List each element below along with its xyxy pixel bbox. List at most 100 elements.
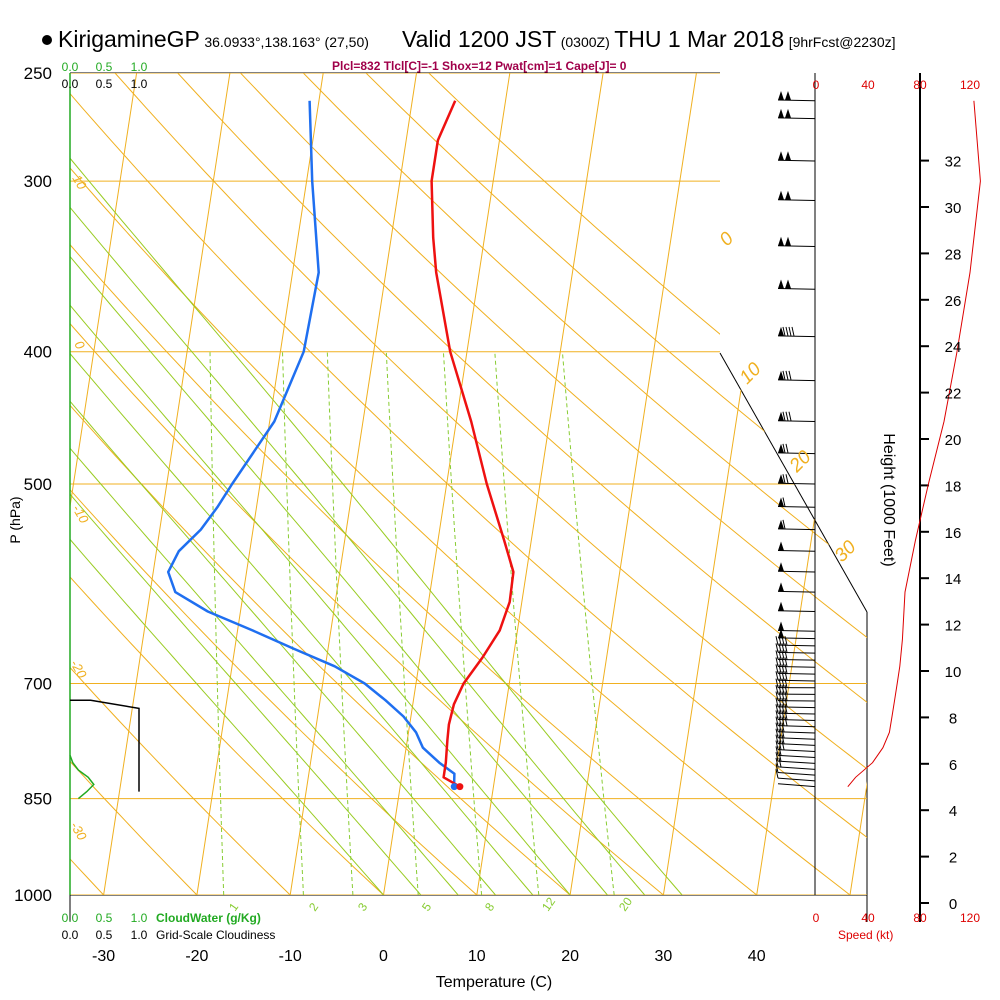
dry-adiabat-line [70,73,571,895]
isotherm-label: -30 [67,819,90,843]
dry-adiabat-line [70,73,851,895]
site-name: KirigamineGP [58,26,200,52]
wind-barb-flag [782,443,786,453]
wind-barb-flag [782,411,786,421]
wind-barb-flag [775,769,779,779]
cloudwater-scale-top: 0.0 [62,60,79,74]
wind-pennant [785,108,791,118]
moist-adiabat-line [70,73,571,895]
valid-zulu: (0300Z) [560,34,610,50]
isotherm-label: -20 [67,657,90,681]
isotherm-line [476,73,604,895]
cloudiness-line [70,699,140,792]
cloudwater-scale-top: 0.5 [96,60,113,74]
wind-barb-flag [784,716,788,726]
wind-barb-shaft [777,706,816,709]
isotherm-line [289,73,418,895]
wind-barb-flag [788,411,792,421]
wind-barb-flag [778,704,782,714]
wind-barb-flag [781,728,785,738]
pressure-tick-label: 400 [24,343,52,362]
wind-barb-flag [775,664,779,674]
cloudiness-scale-top: 0.0 [62,77,79,91]
wind-pennant [778,582,784,592]
wind-barb-shaft [777,743,816,746]
wind-barb-flag [775,752,779,762]
station-dot-icon [42,34,52,45]
wind-barb-shaft [777,772,816,776]
wind-barb-shaft [777,718,816,721]
wind-barb-shaft [777,99,816,102]
temperature-tick-label: -20 [185,948,208,965]
wind-barb-flag [778,710,782,720]
wind-barb-flag [775,691,779,701]
wind-barb-flag [781,740,785,750]
wind-pennant [778,370,784,380]
cloudwater-label: CloudWater (g/Kg) [156,911,261,925]
wind-barb-flag [778,752,782,762]
wind-barb-flag [775,716,779,726]
wind-barb-flag [781,722,785,732]
temperature-tick-label: -30 [92,948,115,965]
wind-barb-flag [781,697,785,708]
wind-barb-flag [775,757,779,768]
wind-barb-flag [785,411,789,421]
wind-barb-shaft [777,777,816,782]
wind-barb-flag [778,671,782,681]
wind-barb-flag [775,636,779,646]
wind-barb-flag [791,326,795,337]
wind-barb-flag [775,763,779,773]
wind-barb-flag [782,519,786,530]
wind-barb-shaft [777,672,816,675]
wind-barb-shaft [777,420,816,423]
wind-barb-flag [781,716,785,726]
cloudwater-scale-top: 1.0 [131,60,148,74]
wind-barb-flag [784,664,788,674]
pressure-tick-label: 300 [24,172,52,191]
wind-barb-flag [784,691,788,701]
height-tick-label: 12 [945,618,962,635]
height-tick-label: 4 [949,803,957,820]
wind-barb-flag [785,370,789,380]
background-lines [70,73,867,895]
height-tick-label: 14 [945,571,962,588]
wind-barb-shaft [777,245,816,248]
isotherm-label: 10 [69,172,90,193]
isotherm-line [103,73,231,895]
wind-barb-shaft [777,590,816,593]
dry-adiabat-line [70,73,758,895]
mixing-ratio-line [442,351,483,895]
cloudwater-line [69,754,95,800]
cloudwater-scale-bottom: 0.5 [96,911,113,925]
isotherm-line [196,73,324,895]
speed-tick-top: 0 [813,78,820,92]
mixing-ratio-line [282,351,304,895]
y-axis-title: P (hPa) [7,496,23,543]
wind-barb-flag [782,370,786,380]
wind-barb-flag [775,722,779,732]
wind-barb-flag [784,704,788,714]
wind-barb-shaft [777,737,816,740]
wind-barb-flag [775,734,779,744]
wind-barb-shaft [777,482,816,485]
speed-axis-title: Speed (kt) [838,928,893,942]
wind-barb-flag [782,474,786,484]
dry-adiabat-line [70,73,198,895]
wind-barb-flag [782,326,786,337]
wind-barb-flag [778,757,782,768]
wind-pennant [778,628,784,638]
moist-adiabat-line [70,73,646,895]
wind-barb-shaft [777,731,816,734]
wind-pennant [778,519,784,529]
temperature-tick-label: 30 [655,948,673,965]
wind-barb-flag [775,650,779,660]
pressure-tick-label: 850 [24,790,52,809]
wind-barb-flag [778,657,782,667]
cloud-panel [69,73,140,895]
wind-barb-flag [778,740,782,750]
height-tick-label: 10 [945,664,962,681]
wind-barb-shaft [777,630,816,632]
moist-adiabat-line [70,73,384,895]
